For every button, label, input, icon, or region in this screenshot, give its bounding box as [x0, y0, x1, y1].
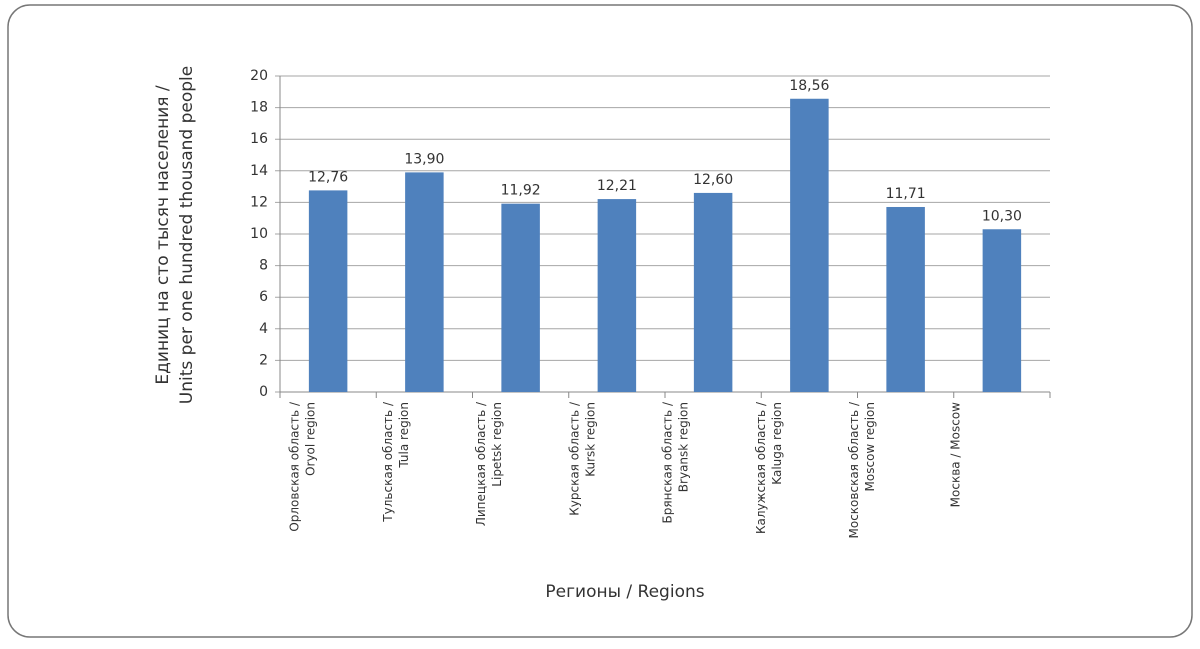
x-tick-label: Калужская область /	[754, 401, 768, 534]
value-label: 13,90	[404, 151, 444, 167]
x-tick-label: Москва / Moscow	[948, 402, 962, 508]
y-tick-label: 14	[250, 163, 268, 179]
bar	[790, 98, 829, 392]
x-tick-label: Тульская область /	[381, 401, 395, 523]
x-tick-label: Липецкая область /	[474, 401, 488, 526]
x-tick-label: Орловская область /	[288, 401, 302, 532]
y-axis-title: Единиц на сто тысяч населения /	[153, 85, 173, 384]
x-axis-title: Регионы / Regions	[545, 582, 704, 602]
x-tick-label: Брянская область /	[661, 401, 675, 523]
y-tick-label: 18	[250, 100, 268, 116]
x-tick-label: Московская область /	[847, 401, 861, 538]
bar	[405, 172, 444, 392]
y-tick-label: 4	[259, 321, 268, 337]
x-tick-label: Oryol region	[304, 402, 318, 476]
y-tick-label: 12	[250, 194, 268, 210]
x-tick-label: Курская область /	[567, 401, 581, 516]
bar	[886, 206, 925, 392]
y-tick-label: 2	[259, 352, 268, 368]
bar	[597, 199, 637, 392]
x-tick-label: Kursk region	[583, 402, 597, 477]
value-label: 12,76	[308, 169, 348, 185]
value-label: 10,30	[982, 208, 1022, 224]
y-tick-label: 0	[259, 384, 268, 400]
y-tick-label: 6	[259, 289, 268, 305]
x-tick-label: Kaluga region	[770, 402, 784, 485]
bar	[982, 229, 1022, 392]
y-tick-label: 16	[250, 131, 268, 147]
y-axis-title: Units per one hundred thousand people	[177, 66, 197, 404]
bar	[501, 203, 540, 392]
y-tick-label: 20	[250, 68, 268, 84]
bar	[308, 190, 348, 392]
x-tick-label: Tula region	[397, 402, 411, 469]
x-tick-label: Lipetsk region	[490, 402, 504, 487]
y-tick-label: 8	[259, 258, 268, 274]
x-tick-label: Bryansk region	[677, 402, 691, 492]
y-tick-label: 10	[250, 226, 268, 242]
value-label: 18,56	[789, 78, 829, 94]
value-label: 12,60	[693, 172, 733, 188]
x-tick-label: Moscow region	[863, 402, 877, 491]
value-label: 11,71	[886, 186, 926, 202]
bar	[693, 192, 733, 392]
value-label: 12,21	[597, 178, 637, 194]
value-label: 11,92	[501, 183, 541, 199]
